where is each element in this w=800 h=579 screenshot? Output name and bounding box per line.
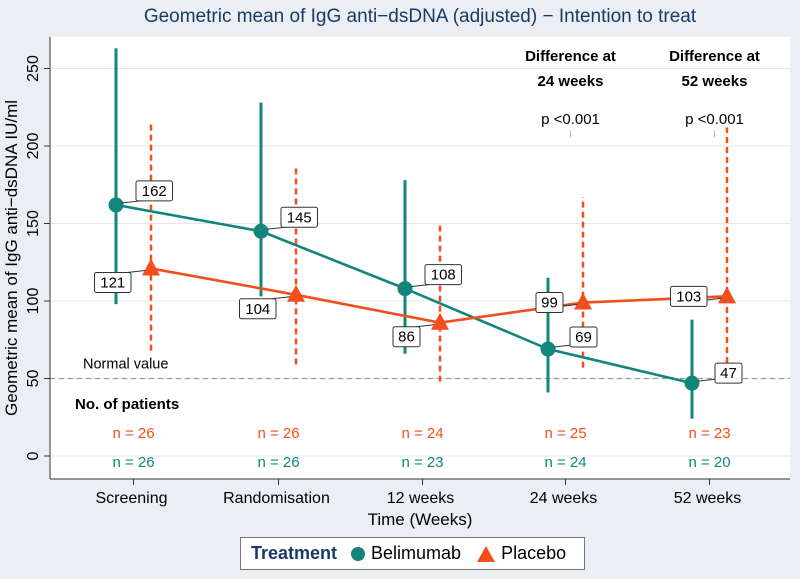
- y-tick-label: 0: [25, 451, 42, 460]
- value-label: 108: [410, 264, 462, 288]
- data-point: [108, 197, 124, 213]
- value-label: 104: [239, 296, 291, 320]
- patient-count-belimumab: n = 26: [112, 454, 154, 471]
- patient-count-placebo: n = 23: [688, 425, 730, 442]
- value-label: 162: [121, 180, 173, 204]
- chart: 0 50 100 150 200 250 Normal value No. of patie…: [2, 6, 790, 529]
- legend: Treatment Belimumab Placebo: [240, 537, 585, 570]
- value-label-text: 86: [398, 329, 415, 346]
- x-tick-label: 52 weeks: [674, 490, 742, 507]
- y-tick-label: 200: [25, 133, 42, 160]
- label-leader: [553, 344, 573, 348]
- label-box: [714, 362, 743, 384]
- legend-item-belimumab: Belimumab: [351, 543, 461, 564]
- data-point: [574, 292, 592, 310]
- label-box: [392, 326, 421, 348]
- value-label-text: 104: [245, 301, 270, 318]
- patients-heading: No. of patients: [75, 396, 179, 413]
- x-tick-label: Screening: [95, 490, 167, 507]
- legend-label-belimumab: Belimumab: [371, 543, 462, 563]
- value-label: 103: [670, 285, 722, 307]
- label-box: [535, 292, 564, 314]
- data-point: [431, 312, 449, 330]
- chart-title: Geometric mean of IgG anti−dsDNA (adjust…: [144, 6, 697, 27]
- value-label-text: 162: [142, 183, 167, 200]
- label-box: [135, 180, 173, 202]
- label-box: [94, 271, 132, 293]
- data-point: [540, 341, 556, 357]
- x-axis-label: Time (Weeks): [368, 510, 473, 529]
- value-label-text: 99: [541, 295, 558, 312]
- x-tick-label: 12 weeks: [387, 490, 455, 507]
- patient-count-belimumab: n = 23: [401, 454, 443, 471]
- value-label-text: 145: [287, 209, 312, 226]
- plot-area: [50, 37, 790, 479]
- difference-heading: Difference at: [525, 48, 616, 65]
- patient-count-placebo: n = 25: [544, 425, 586, 442]
- patient-count-belimumab: n = 24: [544, 454, 586, 471]
- label-box: [569, 326, 598, 348]
- y-tick-label: 50: [25, 370, 42, 388]
- value-label: 121: [94, 269, 146, 293]
- y-axis-label: Geometric mean of IgG anti−dsDNA IU/ml: [2, 100, 21, 416]
- value-label-text: 103: [676, 288, 701, 305]
- patient-count-placebo: n = 24: [401, 425, 443, 442]
- value-label-text: 108: [431, 267, 456, 284]
- data-point: [253, 223, 269, 239]
- x-tick-label: Randomisation: [223, 490, 330, 507]
- data-point: [287, 284, 305, 302]
- data-point: [718, 286, 736, 304]
- label-box: [424, 264, 462, 286]
- data-point: [142, 258, 160, 276]
- value-label: 47: [697, 362, 743, 384]
- patient-count-belimumab: n = 26: [257, 454, 299, 471]
- value-label: 86: [392, 324, 435, 348]
- p-value: p <0.001: [541, 111, 600, 128]
- p-value: p <0.001: [685, 111, 744, 128]
- value-label: 69: [553, 326, 598, 348]
- data-point: [684, 375, 700, 391]
- label-box: [670, 285, 708, 307]
- label-box: [239, 298, 277, 320]
- value-label-text: 69: [575, 329, 592, 346]
- label-leader: [697, 378, 717, 382]
- y-tick-label: 150: [25, 210, 42, 237]
- label-box: [280, 206, 318, 228]
- difference-heading: 52 weeks: [682, 73, 748, 90]
- triangle-marker-icon: [477, 545, 496, 562]
- y-tick-label: 100: [25, 288, 42, 315]
- value-label: 145: [266, 206, 318, 230]
- legend-title: Treatment: [251, 543, 338, 563]
- value-label-text: 121: [100, 274, 125, 291]
- circle-marker-icon: [351, 546, 366, 561]
- value-label-text: 47: [720, 365, 737, 382]
- x-tick-label: 24 weeks: [530, 490, 598, 507]
- difference-heading: Difference at: [669, 48, 760, 65]
- data-point: [397, 281, 413, 297]
- patient-count-placebo: n = 26: [112, 425, 154, 442]
- difference-heading: 24 weeks: [538, 73, 604, 90]
- y-tick-label: 250: [25, 55, 42, 82]
- legend-label-placebo: Placebo: [501, 543, 567, 563]
- legend-item-placebo: Placebo: [477, 543, 566, 564]
- patient-count-placebo: n = 26: [257, 425, 299, 442]
- normal-value-label: Normal value: [83, 357, 168, 373]
- patient-count-belimumab: n = 20: [688, 454, 730, 471]
- value-label: 99: [535, 292, 578, 314]
